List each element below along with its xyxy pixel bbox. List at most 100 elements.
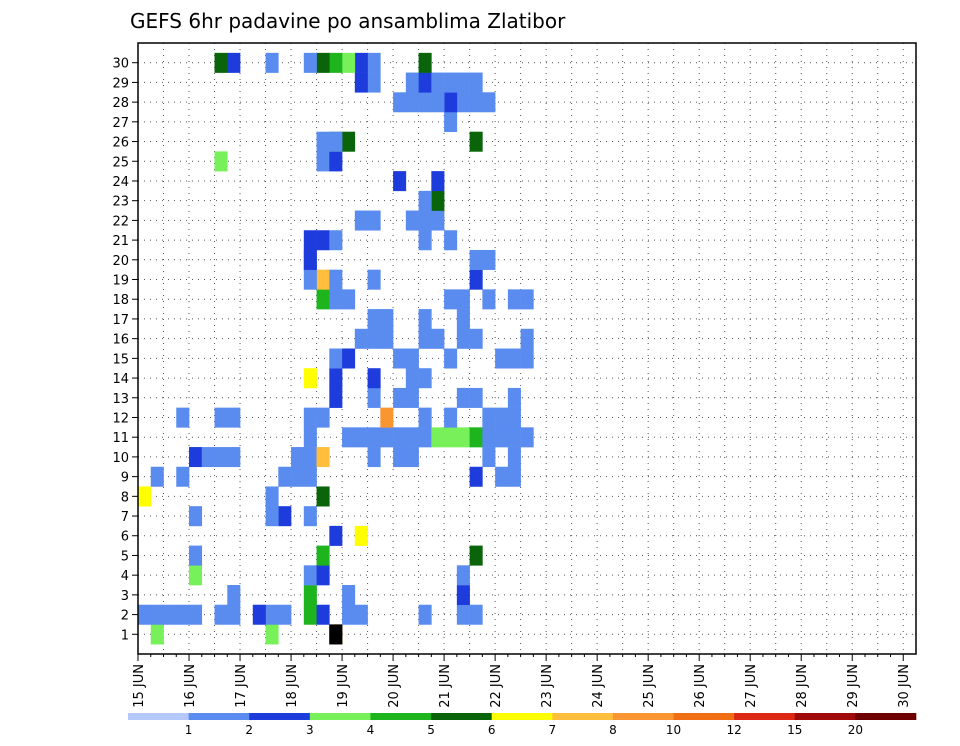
heatmap-cell bbox=[354, 72, 368, 93]
y-tick-label: 29 bbox=[112, 76, 129, 91]
legend-label: 4 bbox=[367, 723, 375, 737]
heatmap-cell bbox=[444, 289, 458, 310]
heatmap-cell bbox=[214, 52, 228, 73]
heatmap-cell bbox=[444, 111, 458, 132]
y-tick-label: 12 bbox=[112, 411, 129, 426]
heatmap-cell bbox=[303, 585, 317, 606]
heatmap-cell bbox=[431, 190, 445, 211]
heatmap-cell bbox=[418, 309, 432, 330]
legend-swatch bbox=[734, 713, 796, 720]
heatmap-cell bbox=[291, 466, 305, 487]
heatmap-cell bbox=[329, 151, 343, 172]
heatmap-cell bbox=[507, 289, 521, 310]
heatmap-cell bbox=[418, 52, 432, 73]
heatmap-cell bbox=[316, 230, 330, 251]
heatmap-cell bbox=[189, 506, 203, 527]
heatmap-cell bbox=[393, 171, 407, 192]
heatmap-cell bbox=[201, 447, 215, 468]
heatmap-cell bbox=[469, 328, 483, 349]
heatmap-cell bbox=[431, 328, 445, 349]
heatmap-cell bbox=[316, 447, 330, 468]
heatmap-cell bbox=[393, 447, 407, 468]
heatmap-cell bbox=[495, 466, 509, 487]
heatmap-cell bbox=[354, 328, 368, 349]
legend-swatch bbox=[128, 713, 189, 720]
x-tick-label: 22 JUN bbox=[489, 664, 504, 708]
heatmap-cell bbox=[329, 387, 343, 408]
heatmap-cell bbox=[444, 92, 458, 113]
heatmap-cell bbox=[507, 387, 521, 408]
heatmap-cell bbox=[469, 387, 483, 408]
heatmap-cell bbox=[265, 506, 279, 527]
legend-swatch bbox=[188, 713, 250, 720]
heatmap-cell bbox=[393, 427, 407, 448]
heatmap-cell bbox=[316, 545, 330, 566]
heatmap-cell bbox=[507, 466, 521, 487]
x-tick-label: 15 JUN bbox=[132, 664, 147, 708]
y-tick-label: 28 bbox=[112, 96, 129, 111]
heatmap-cell bbox=[507, 407, 521, 428]
heatmap-cell bbox=[495, 407, 509, 428]
heatmap-cell bbox=[342, 52, 356, 73]
y-tick-label: 5 bbox=[121, 549, 129, 564]
heatmap-cell bbox=[456, 72, 470, 93]
heatmap-cell bbox=[380, 309, 394, 330]
y-tick-label: 7 bbox=[121, 510, 129, 525]
y-tick-label: 24 bbox=[112, 175, 129, 190]
heatmap-cell bbox=[329, 348, 343, 369]
heatmap-cell bbox=[150, 466, 164, 487]
y-tick-label: 19 bbox=[112, 274, 129, 289]
heatmap-cell bbox=[303, 249, 317, 270]
heatmap-cell bbox=[431, 427, 445, 448]
heatmap-cell bbox=[469, 72, 483, 93]
y-tick-label: 3 bbox=[121, 589, 129, 604]
heatmap-cell bbox=[329, 525, 343, 546]
heatmap-cell bbox=[456, 309, 470, 330]
heatmap-cell bbox=[444, 348, 458, 369]
heatmap-cell bbox=[138, 604, 152, 625]
heatmap-cell bbox=[456, 604, 470, 625]
heatmap-cell bbox=[367, 52, 381, 73]
y-tick-label: 17 bbox=[112, 313, 129, 328]
heatmap-cell bbox=[418, 210, 432, 231]
heatmap-cell bbox=[405, 348, 419, 369]
x-tick-label: 17 JUN bbox=[234, 664, 249, 708]
heatmap-cell bbox=[329, 368, 343, 389]
heatmap-cell bbox=[380, 328, 394, 349]
heatmap-cell bbox=[329, 131, 343, 152]
heatmap-cell bbox=[316, 565, 330, 586]
heatmap-cell bbox=[316, 289, 330, 310]
legend-label: 8 bbox=[609, 723, 617, 737]
heatmap-cell bbox=[227, 52, 241, 73]
heatmap-cell bbox=[278, 604, 292, 625]
heatmap-cell bbox=[469, 92, 483, 113]
heatmap-cell bbox=[303, 368, 317, 389]
heatmap-cell bbox=[469, 427, 483, 448]
heatmap-cell bbox=[291, 447, 305, 468]
heatmap-cell bbox=[482, 289, 496, 310]
heatmap-cell bbox=[227, 604, 241, 625]
legend-label: 6 bbox=[488, 723, 496, 737]
heatmap-cell bbox=[367, 328, 381, 349]
heatmap-cell bbox=[265, 52, 279, 73]
heatmap-cell bbox=[342, 604, 356, 625]
heatmap-cell bbox=[418, 190, 432, 211]
heatmap-cell bbox=[456, 92, 470, 113]
y-tick-label: 9 bbox=[121, 471, 129, 486]
y-tick-label: 15 bbox=[112, 352, 129, 367]
heatmap-cell bbox=[469, 604, 483, 625]
heatmap-cell bbox=[252, 604, 266, 625]
heatmap-cell bbox=[482, 92, 496, 113]
heatmap-cell bbox=[214, 604, 228, 625]
x-tick-label: 16 JUN bbox=[183, 664, 198, 708]
y-tick-label: 30 bbox=[112, 57, 129, 72]
heatmap-cell bbox=[431, 171, 445, 192]
heatmap-cell bbox=[329, 269, 343, 290]
heatmap-cell bbox=[482, 407, 496, 428]
y-axis: 1234567891011121314151617181920212223242… bbox=[112, 57, 138, 643]
legend-swatch bbox=[249, 713, 311, 720]
legend-swatch bbox=[309, 713, 371, 720]
heatmap-cell bbox=[329, 230, 343, 251]
heatmap-cell bbox=[469, 269, 483, 290]
